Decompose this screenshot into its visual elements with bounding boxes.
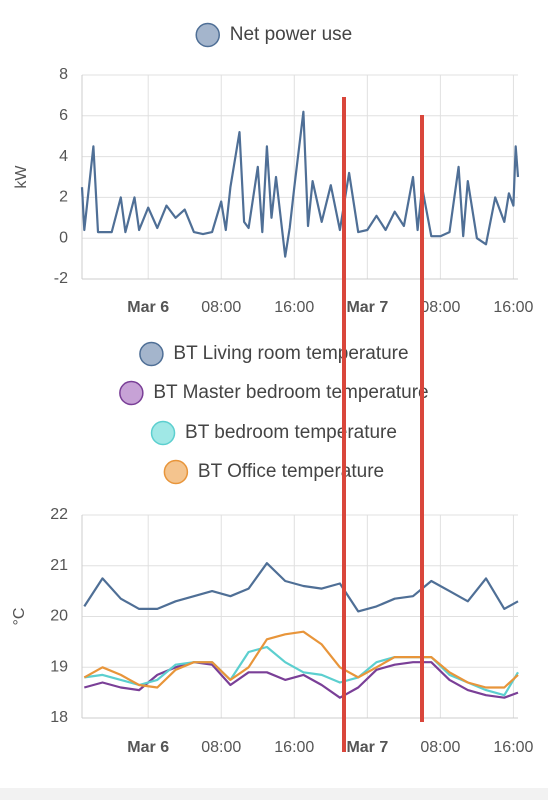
legend-marker	[119, 380, 144, 406]
legend-label: BT Office temperature	[198, 461, 384, 482]
legend-label: BT Master bedroom temperature	[153, 382, 428, 403]
y-tick-label: 8	[59, 66, 68, 83]
x-tick-label: 16:00	[274, 739, 314, 756]
x-tick-label: Mar 7	[346, 299, 388, 316]
legend-item: BT Office temperature	[163, 459, 384, 485]
y-axis-label: kW	[13, 165, 30, 189]
x-tick-label: 08:00	[420, 739, 460, 756]
x-tick-label: 16:00	[493, 299, 533, 316]
bottom-bar	[0, 788, 548, 800]
charts: -2 0 2 4 6 8 Mar 6 08:00 16:00 Mar 7 08:00 16:00 kW N…	[11, 22, 534, 756]
legend-label: BT bedroom temperature	[185, 422, 397, 443]
y-tick-label: 4	[59, 148, 68, 165]
legend-item: BT Master bedroom temperature	[119, 380, 429, 406]
legend-marker	[139, 341, 164, 367]
y-tick-label: 19	[50, 658, 68, 675]
x-tick-label: Mar 7	[346, 739, 388, 756]
y-axis-label: °C	[11, 608, 28, 626]
y-tick-label: 18	[50, 709, 68, 726]
y-tick-label: 0	[59, 229, 68, 246]
legend-item: Net power use	[195, 22, 353, 48]
series-line	[80, 110, 520, 258]
legend-marker	[195, 22, 220, 48]
legend-item: BT Living room temperature	[139, 341, 409, 367]
series-line	[84, 661, 519, 699]
legend-marker	[150, 420, 176, 446]
y-tick-label: 20	[50, 608, 68, 625]
x-tick-label: 16:00	[274, 299, 314, 316]
y-tick-label: -2	[54, 270, 68, 287]
legend-label: Net power use	[230, 24, 353, 45]
series-line	[83, 630, 519, 689]
y-tick-label: 21	[50, 557, 68, 574]
series-line	[83, 562, 519, 613]
legend-item: BT bedroom temperature	[150, 420, 397, 446]
x-tick-label: 08:00	[201, 299, 241, 316]
x-tick-label: Mar 6	[127, 299, 169, 316]
x-tick-label: 16:00	[493, 739, 533, 756]
legend-label: BT Living room temperature	[173, 343, 408, 364]
x-tick-label: 08:00	[201, 739, 241, 756]
x-tick-label: 08:00	[420, 299, 460, 316]
y-tick-label: 6	[59, 107, 68, 124]
series-line	[84, 645, 519, 697]
y-tick-label: 22	[50, 506, 68, 523]
x-tick-label: Mar 6	[127, 739, 169, 756]
y-tick-label: 2	[59, 189, 68, 206]
legend-marker	[163, 459, 189, 485]
